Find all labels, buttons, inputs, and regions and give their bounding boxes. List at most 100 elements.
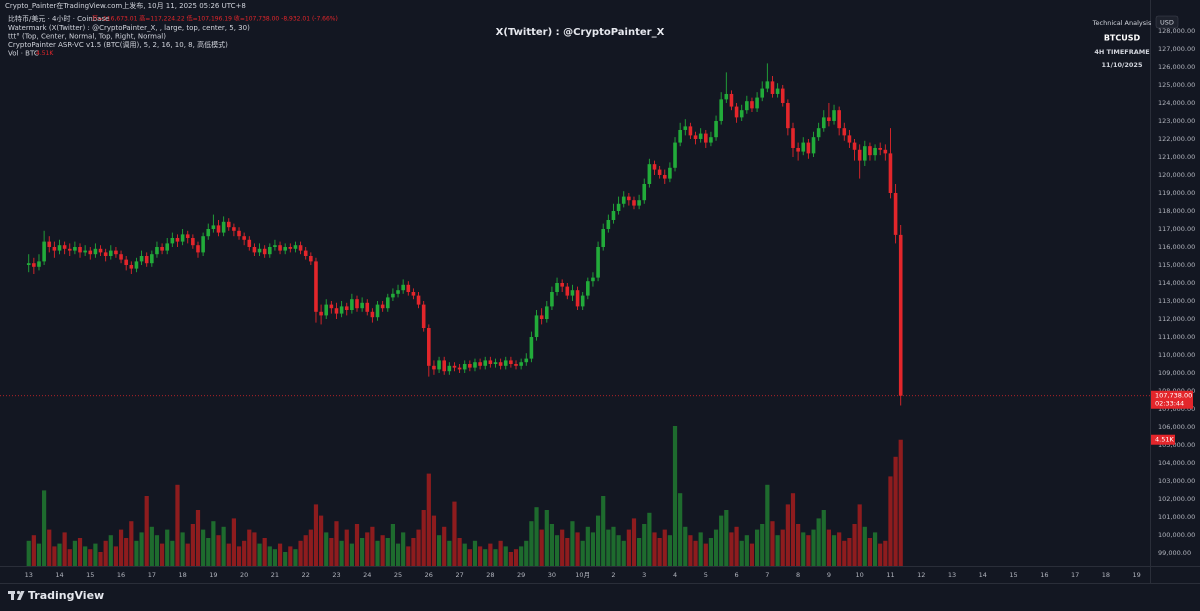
candle-body (232, 227, 236, 231)
volume-bar (657, 538, 662, 566)
volume-bar (631, 518, 637, 566)
candle-body (309, 255, 313, 262)
candle-body (570, 290, 575, 296)
volume-bar (113, 546, 119, 566)
volume-bar (524, 540, 529, 566)
volume-bar (893, 456, 898, 566)
y-tick-label: 119,000.00 (1158, 189, 1195, 197)
x-tick-label: 3 (642, 571, 646, 579)
candle-body (155, 246, 159, 255)
volume-bar (544, 510, 549, 566)
volume-bar (277, 543, 283, 566)
x-tick-label: 19 (209, 571, 217, 579)
candle-body (124, 259, 128, 265)
candle-body (750, 101, 754, 109)
candle-body (334, 308, 339, 314)
candle-body (150, 254, 154, 264)
candle-body (391, 293, 395, 298)
volume-bar (354, 524, 360, 566)
volume-bar (498, 540, 503, 566)
volume-bar (42, 490, 47, 566)
currency-box[interactable] (1155, 15, 1179, 29)
candle-body (196, 245, 200, 253)
candle-body (360, 302, 364, 309)
x-tick-label: 24 (363, 571, 371, 579)
candle-body (119, 254, 123, 260)
volume-bar (370, 526, 375, 566)
candle-body (350, 299, 354, 311)
x-tick-label: 17 (148, 571, 156, 579)
volume-bar (185, 543, 190, 566)
volume-bar (159, 543, 165, 566)
candle-body (344, 306, 349, 311)
info-timeframe: 4H TIMEFRAME (1094, 48, 1149, 56)
ohlc: 开=116,673.01 高=117,224.22 低=107,196.19 收… (92, 15, 338, 23)
candle-body (473, 362, 477, 368)
y-tick-label: 102,000.00 (1158, 495, 1195, 503)
volume-bar (324, 532, 329, 566)
candle-body (509, 360, 513, 365)
candle-body (365, 302, 370, 312)
candle-body (185, 234, 190, 238)
candle-body (83, 250, 87, 253)
y-tick-label: 115,000.00 (1158, 261, 1195, 269)
candle-body (180, 234, 185, 242)
volume-bar (339, 540, 344, 566)
volume-bar (647, 512, 652, 566)
x-tick-label: 18 (1102, 571, 1110, 579)
volume-bar (154, 535, 160, 566)
candle-body (606, 219, 611, 229)
x-tick-label: 12 (917, 571, 925, 579)
volume-bar (144, 496, 149, 566)
volume-bar (436, 535, 442, 566)
plot-area (0, 63, 1150, 566)
volume-bar (257, 543, 262, 566)
candle-body (93, 248, 98, 255)
volume-bar (503, 546, 508, 566)
candle-body (339, 306, 344, 314)
volume-bar (580, 540, 585, 566)
candle-body (898, 234, 903, 396)
volume-bar (775, 535, 780, 566)
volume-bar (816, 518, 821, 566)
volume-bar (365, 532, 370, 566)
candle-body (842, 128, 847, 136)
candle-body (796, 147, 800, 152)
volume-bar (134, 540, 139, 566)
candle-body (621, 196, 626, 204)
x-tick-label: 15 (1009, 571, 1017, 579)
volume-bar (831, 535, 837, 566)
x-tick-label: 23 (332, 571, 340, 579)
volume-bar (421, 510, 426, 566)
candle-body (447, 365, 452, 372)
volume-bar (478, 546, 483, 566)
candle-body (114, 250, 118, 255)
volume-bar (483, 549, 488, 566)
candle-body (775, 88, 780, 94)
candle-body (416, 295, 421, 305)
volume-bar (26, 540, 31, 566)
candle-body (375, 304, 380, 318)
x-tick-label: 18 (178, 571, 186, 579)
y-tick-label: 113,000.00 (1158, 297, 1195, 305)
candle-body (437, 360, 441, 370)
volume-bar (62, 532, 67, 566)
candle-body (237, 230, 241, 237)
last-price-box (1151, 390, 1193, 409)
volume-bar (313, 504, 319, 566)
candle-body (539, 315, 544, 320)
candle-body (791, 128, 795, 148)
volume-bar (713, 529, 719, 566)
volume-bar (390, 524, 396, 566)
volume-bar (703, 543, 708, 566)
currency[interactable]: USD (1160, 19, 1174, 27)
volume-bar (826, 529, 832, 566)
candle-body (786, 102, 790, 129)
x-tick-label: 8 (796, 571, 800, 579)
volume-bar (283, 552, 288, 566)
candle-body (57, 245, 62, 251)
candle-body (329, 304, 334, 309)
candle-body (847, 135, 852, 143)
volume-bar (31, 535, 36, 566)
